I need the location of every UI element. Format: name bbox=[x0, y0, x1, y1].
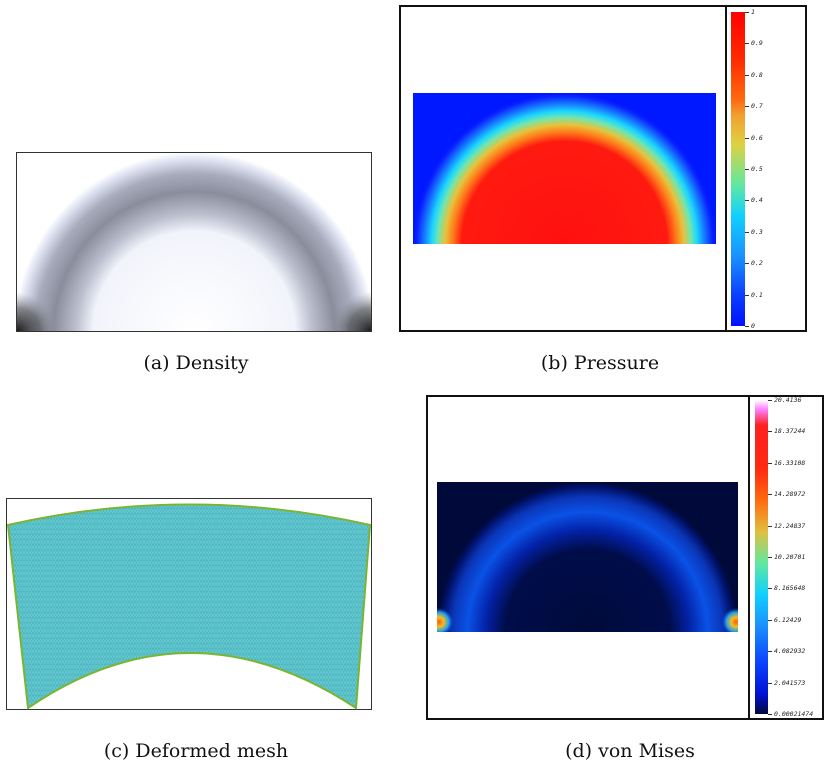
pressure-colorbar-tick-label: 0.9 bbox=[751, 39, 763, 48]
vonmises-colorbar-tick-label: 16.33108 bbox=[774, 458, 806, 467]
vonmises-colorbar-tick-label: 0.00021474 bbox=[774, 710, 814, 718]
pressure-colorbar-tickmark bbox=[745, 231, 749, 233]
caption-pressure: (b) Pressure bbox=[540, 352, 660, 374]
vonmises-field bbox=[437, 482, 738, 632]
density-plot bbox=[16, 152, 372, 332]
vonmises-colorbar-tick-label: 20.4136 bbox=[774, 396, 802, 404]
vonmises-colorbar-tickmark bbox=[768, 525, 772, 527]
pressure-colorbar-tickmark bbox=[745, 294, 749, 296]
pressure-colorbar bbox=[731, 12, 745, 326]
pressure-colorbar-tickmark bbox=[745, 12, 749, 13]
vonmises-colorbar-tickmark bbox=[768, 462, 772, 464]
vonmises-colorbar-tickmark bbox=[768, 619, 772, 621]
vonmises-colorbar-tick-label: 6.12429 bbox=[774, 615, 802, 624]
vonmises-colorbar-tickmark bbox=[768, 494, 772, 496]
vonmises-colorbar-tickmark bbox=[768, 714, 772, 715]
pressure-colorbar-tickmark bbox=[745, 169, 749, 170]
vonmises-colorbar-tick-label: 4.082932 bbox=[774, 647, 806, 656]
pressure-colorbar-tickmark bbox=[745, 74, 749, 76]
vonmises-colorbar-tickmark bbox=[768, 400, 772, 401]
pressure-colorbar-tickmark bbox=[745, 263, 749, 265]
pressure-colorbar-tickmark bbox=[745, 43, 749, 45]
pressure-colorbar-tick-label: 0.3 bbox=[751, 227, 763, 236]
vonmises-colorbar-tickmark bbox=[768, 588, 772, 590]
pressure-colorbar-tick-label: 0.5 bbox=[751, 165, 763, 173]
caption-von-mises: (d) von Mises bbox=[565, 740, 695, 762]
vonmises-colorbar-tick-label: 12.24837 bbox=[774, 521, 806, 530]
vonmises-colorbar-tick-label: 14.28972 bbox=[774, 490, 806, 499]
pressure-colorbar-tickmark bbox=[745, 200, 749, 202]
vonmises-colorbar-tickmark bbox=[768, 557, 772, 558]
pressure-colorbar-tick-label: 0.2 bbox=[751, 259, 763, 268]
vonmises-colorbar-tick-label: 18.37244 bbox=[774, 427, 806, 436]
pressure-colorbar-tickmark bbox=[745, 137, 749, 139]
vonmises-colorbar-tickmark bbox=[768, 431, 772, 433]
pressure-colorbar-tickmark bbox=[745, 326, 749, 327]
caption-deformed-mesh: (c) Deformed mesh bbox=[103, 740, 289, 762]
pressure-colorbar-tick-label: 0.1 bbox=[751, 290, 763, 299]
pressure-colorbar-tick-label: 1 bbox=[751, 8, 755, 16]
caption-density: (a) Density bbox=[143, 352, 249, 374]
pressure-field bbox=[413, 93, 716, 244]
vonmises-colorbar-tick-label: 10.20701 bbox=[774, 553, 806, 561]
pressure-colorbar-tick-label: 0.6 bbox=[751, 133, 763, 142]
pressure-colorbar-tick-label: 0 bbox=[751, 322, 755, 330]
vonmises-colorbar bbox=[755, 400, 768, 714]
vonmises-divider bbox=[748, 396, 750, 719]
pressure-colorbar-tick-label: 0.4 bbox=[751, 196, 763, 205]
vonmises-colorbar-tick-label: 2.041573 bbox=[774, 678, 806, 687]
deformed-mesh-plot bbox=[6, 498, 372, 710]
vonmises-colorbar-tick-label: 8.165648 bbox=[774, 584, 806, 593]
pressure-divider bbox=[725, 6, 727, 331]
pressure-colorbar-tick-label: 0.8 bbox=[751, 70, 763, 79]
pressure-colorbar-tick-label: 0.7 bbox=[751, 102, 763, 111]
pressure-colorbar-tickmark bbox=[745, 106, 749, 108]
vonmises-colorbar-tickmark bbox=[768, 682, 772, 684]
vonmises-colorbar-tickmark bbox=[768, 651, 772, 653]
